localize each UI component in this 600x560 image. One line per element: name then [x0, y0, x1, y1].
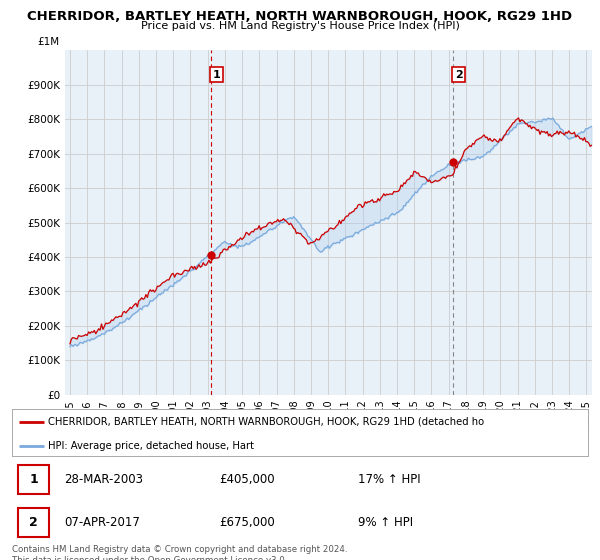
Text: Contains HM Land Registry data © Crown copyright and database right 2024.
This d: Contains HM Land Registry data © Crown c…	[12, 545, 347, 560]
Text: 17% ↑ HPI: 17% ↑ HPI	[358, 473, 420, 486]
FancyBboxPatch shape	[18, 465, 49, 494]
FancyBboxPatch shape	[18, 508, 49, 536]
Text: 1: 1	[29, 473, 38, 486]
Text: £1M: £1M	[37, 37, 59, 47]
Text: £405,000: £405,000	[220, 473, 275, 486]
Text: 9% ↑ HPI: 9% ↑ HPI	[358, 516, 413, 529]
Text: £675,000: £675,000	[220, 516, 275, 529]
Text: CHERRIDOR, BARTLEY HEATH, NORTH WARNBOROUGH, HOOK, RG29 1HD: CHERRIDOR, BARTLEY HEATH, NORTH WARNBORO…	[28, 10, 572, 22]
Text: 2: 2	[29, 516, 38, 529]
Text: 28-MAR-2003: 28-MAR-2003	[64, 473, 143, 486]
Text: CHERRIDOR, BARTLEY HEATH, NORTH WARNBOROUGH, HOOK, RG29 1HD (detached ho: CHERRIDOR, BARTLEY HEATH, NORTH WARNBORO…	[48, 417, 484, 427]
Text: Price paid vs. HM Land Registry's House Price Index (HPI): Price paid vs. HM Land Registry's House …	[140, 21, 460, 31]
Text: 2: 2	[455, 69, 463, 80]
Text: HPI: Average price, detached house, Hart: HPI: Average price, detached house, Hart	[48, 441, 254, 451]
Text: 07-APR-2017: 07-APR-2017	[64, 516, 140, 529]
Text: 1: 1	[213, 69, 221, 80]
